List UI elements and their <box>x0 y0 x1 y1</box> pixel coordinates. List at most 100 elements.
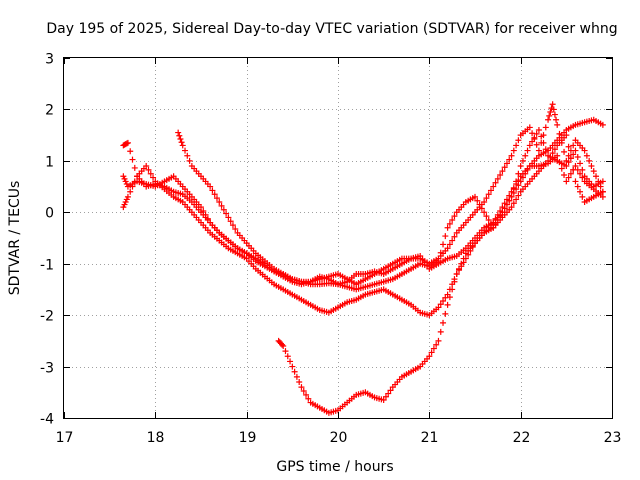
data-point <box>503 201 510 208</box>
x-axis-label: GPS time / hours <box>276 459 393 475</box>
data-point <box>501 205 508 212</box>
data-point <box>570 142 577 149</box>
data-point <box>551 146 558 153</box>
data-point <box>554 152 561 159</box>
data-point <box>565 174 572 181</box>
data-point <box>446 241 453 248</box>
data-point <box>124 193 131 200</box>
data-point <box>529 138 536 145</box>
data-point <box>497 172 504 178</box>
data-point <box>289 363 296 370</box>
data-point <box>535 147 542 154</box>
data-point <box>538 133 545 140</box>
data-point <box>444 224 451 231</box>
chart-title: Day 195 of 2025, Sidereal Day-to-day VTE… <box>46 21 617 37</box>
data-point <box>481 209 488 216</box>
data-point <box>123 140 130 147</box>
data-point <box>494 175 501 182</box>
data-point <box>449 286 456 293</box>
data-point <box>570 151 577 158</box>
data-point <box>300 388 307 394</box>
data-point <box>385 390 392 397</box>
x-tick-label: 20 <box>330 430 348 446</box>
data-point <box>474 197 481 204</box>
data-point <box>218 202 225 209</box>
data-point <box>565 159 572 166</box>
data-point <box>577 188 584 195</box>
data-point <box>526 124 533 131</box>
plot-frame <box>63 57 613 419</box>
data-point <box>593 173 600 180</box>
data-point <box>529 130 536 137</box>
x-tick-label: 17 <box>56 430 74 446</box>
data-point <box>572 147 579 154</box>
data-point <box>524 147 531 154</box>
data-point <box>506 197 513 204</box>
data-point <box>599 121 606 128</box>
data-point <box>232 226 239 232</box>
grid <box>64 58 612 418</box>
data-point <box>535 127 542 133</box>
data-point <box>472 193 478 200</box>
data-point <box>550 106 557 113</box>
data-point <box>513 196 520 203</box>
data-point <box>579 193 586 200</box>
data-point <box>127 148 134 155</box>
data-point <box>574 183 581 190</box>
data-point <box>442 233 449 240</box>
data-point <box>451 213 458 220</box>
data-point <box>485 191 492 198</box>
series-track-d <box>175 127 606 293</box>
data-point <box>531 134 538 141</box>
data-point <box>574 154 581 160</box>
data-point <box>444 301 451 308</box>
data-point <box>298 384 305 391</box>
data-point <box>565 143 572 150</box>
y-tick-label: -2 <box>40 309 54 325</box>
data-point <box>124 139 131 146</box>
data-point <box>186 157 193 164</box>
data-point <box>456 265 463 272</box>
data-point <box>213 195 220 202</box>
data-point <box>579 166 586 173</box>
data-point <box>225 214 232 221</box>
y-tick-label: -3 <box>40 361 54 377</box>
y-tick-label: -4 <box>40 412 54 428</box>
data-point <box>485 217 492 223</box>
data-point <box>145 166 152 173</box>
data-point <box>515 137 522 144</box>
series-track-c <box>120 152 606 319</box>
data-point <box>551 111 558 118</box>
x-tick-label: 23 <box>604 430 622 446</box>
data-point <box>209 187 216 194</box>
data-point <box>549 150 556 157</box>
data-point <box>513 178 520 185</box>
data-point <box>547 109 554 115</box>
data-marks <box>120 101 606 416</box>
data-point <box>291 368 298 375</box>
data-point <box>220 206 227 213</box>
data-point <box>129 156 136 163</box>
data-point <box>437 301 444 308</box>
data-point <box>131 164 138 171</box>
data-point <box>293 373 300 380</box>
y-tick-label: 0 <box>45 206 54 222</box>
data-point <box>481 199 488 205</box>
data-point <box>449 217 456 223</box>
data-point <box>586 157 593 164</box>
data-point <box>547 154 554 160</box>
data-point <box>542 124 549 131</box>
data-point <box>515 170 522 177</box>
data-point <box>446 294 453 301</box>
data-point <box>540 139 547 146</box>
series-track-e <box>275 132 606 416</box>
data-point <box>599 193 606 200</box>
y-tick-label: 3 <box>45 52 54 68</box>
x-tick-label: 22 <box>513 430 531 446</box>
data-point <box>435 304 442 311</box>
data-point <box>590 168 597 175</box>
x-tick-label: 19 <box>239 430 257 446</box>
data-point <box>451 278 458 285</box>
data-point <box>476 201 483 208</box>
data-point <box>545 157 552 164</box>
